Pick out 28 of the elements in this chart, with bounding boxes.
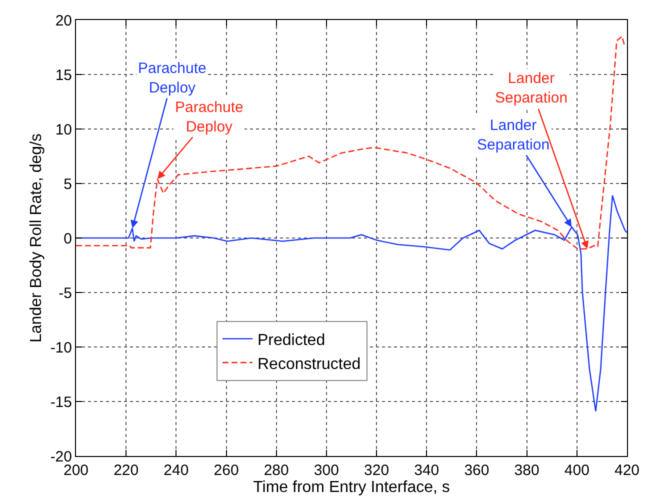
annotation: Lander Separation bbox=[495, 70, 568, 106]
line-series bbox=[76, 36, 626, 250]
x-tick-label: 260 bbox=[214, 462, 239, 479]
x-tick-label: 420 bbox=[614, 462, 640, 479]
legend-label: Predicted bbox=[258, 332, 326, 349]
x-tick-label: 360 bbox=[464, 462, 490, 479]
y-tick-label: 5 bbox=[64, 176, 72, 193]
x-tick-label: 380 bbox=[514, 462, 540, 479]
y-axis-title: Lander Body Roll Rate, deg/s bbox=[28, 133, 46, 343]
y-tick-label: -10 bbox=[50, 339, 72, 356]
x-axis-title: Time from Entry Interface, s bbox=[253, 479, 450, 496]
y-tick-label: 10 bbox=[55, 121, 72, 138]
x-tick-label: 300 bbox=[314, 462, 339, 479]
annotation: Lander Separation bbox=[477, 117, 550, 154]
annotation: Parachute Deploy bbox=[175, 99, 244, 136]
x-tick-label: 400 bbox=[564, 462, 590, 479]
x-tick-label: 240 bbox=[164, 462, 189, 479]
y-tick-label: 0 bbox=[64, 230, 72, 248]
y-tick-label: 15 bbox=[55, 66, 72, 84]
x-tick-label: 280 bbox=[264, 462, 289, 479]
y-tick-label: -15 bbox=[50, 394, 72, 411]
legend-label: Reconstructed bbox=[258, 356, 361, 373]
x-tick-label: 340 bbox=[414, 462, 440, 479]
x-tick-label: 320 bbox=[364, 462, 390, 479]
annotation: Parachute Deploy bbox=[138, 60, 206, 96]
x-tick-label: 220 bbox=[114, 462, 139, 479]
y-tick-label: 20 bbox=[55, 12, 72, 30]
y-tick-label: -5 bbox=[58, 284, 72, 302]
